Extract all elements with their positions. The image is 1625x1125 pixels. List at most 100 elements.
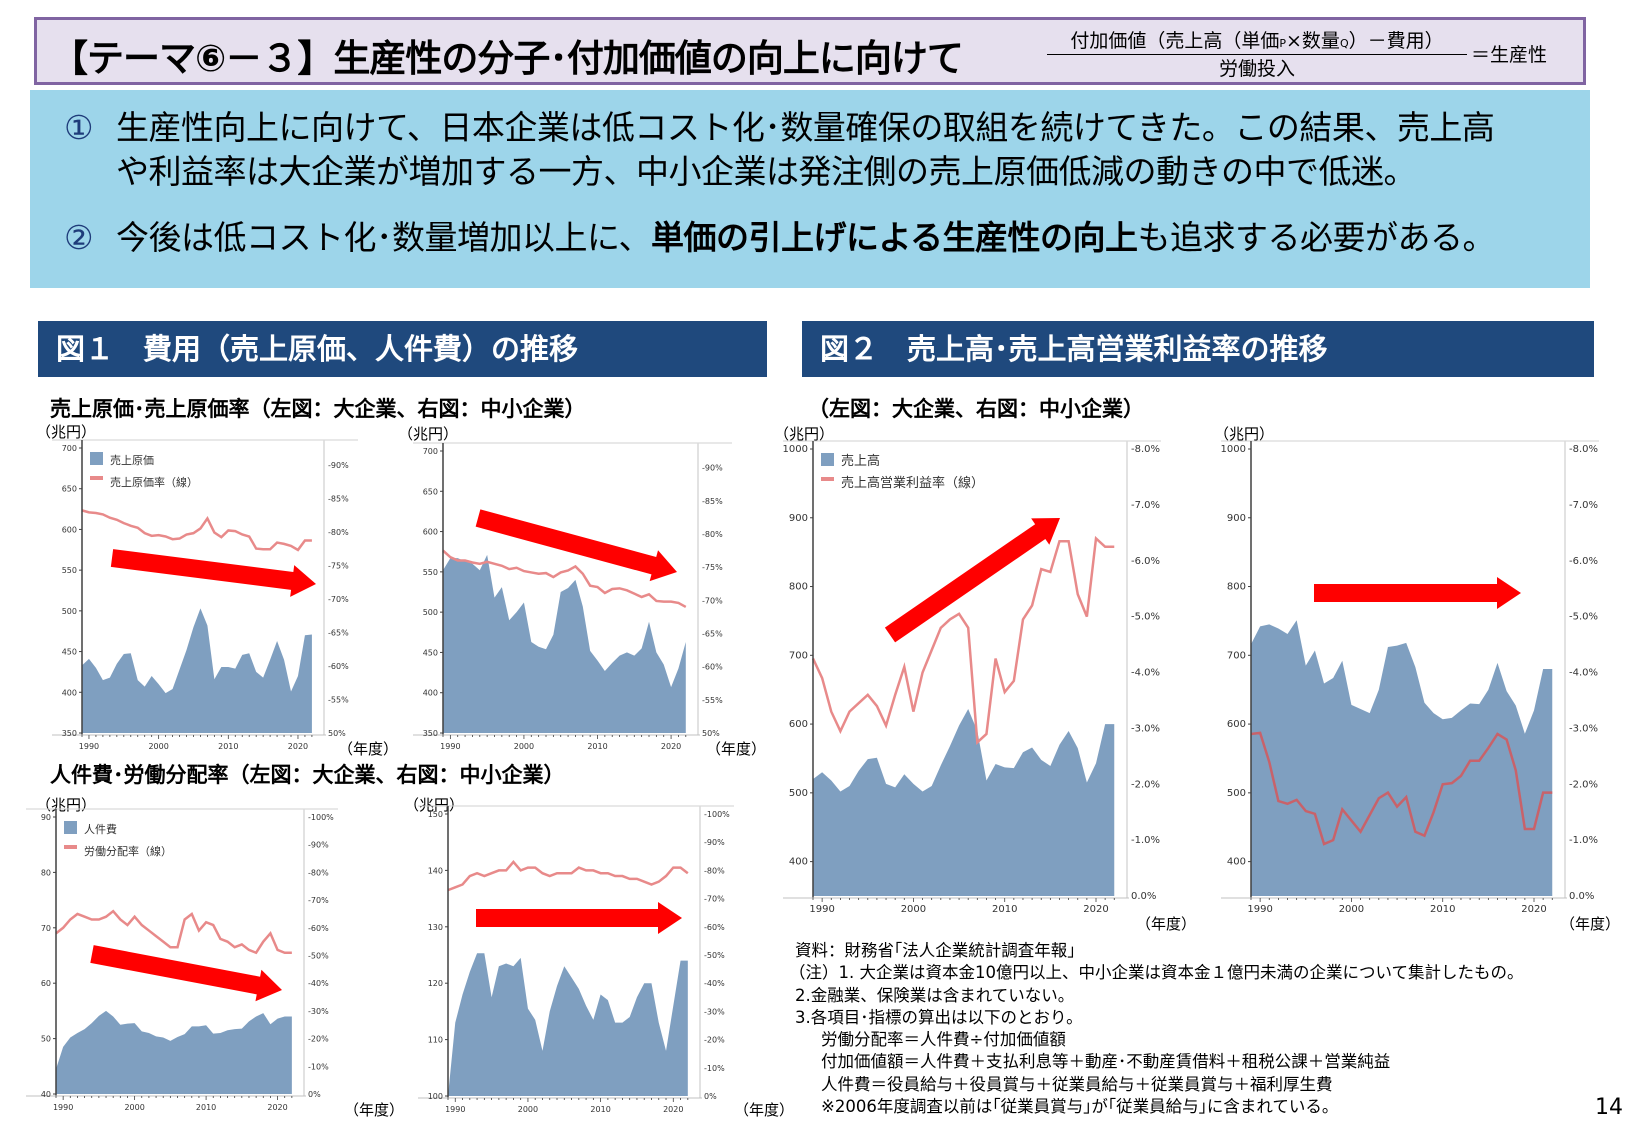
svg-text:-90%: -90% (702, 464, 723, 473)
trend-arrow-icon (110, 549, 316, 597)
svg-text:-60%: -60% (328, 662, 349, 671)
svg-text:2000: 2000 (514, 742, 534, 751)
svg-text:2020: 2020 (1521, 904, 1546, 915)
svg-text:-8.0%: -8.0% (1131, 444, 1160, 455)
circled-number-2: ② (64, 218, 94, 257)
note-1: （注）1. 大企業は資本金10億円以上、中小企業は資本金１億円未満の企業について… (789, 963, 1524, 983)
svg-text:-85%: -85% (328, 494, 349, 503)
svg-text:700: 700 (62, 444, 77, 453)
svg-text:2000: 2000 (148, 742, 168, 751)
svg-text:50%: 50% (328, 729, 346, 738)
svg-text:130: 130 (428, 923, 443, 932)
svg-text:-85%: -85% (702, 497, 723, 506)
svg-text:-4.0%: -4.0% (1131, 668, 1160, 679)
svg-text:400: 400 (62, 688, 77, 697)
svg-text:-80%: -80% (328, 528, 349, 537)
svg-text:-70%: -70% (702, 596, 723, 605)
svg-text:500: 500 (789, 788, 808, 799)
svg-text:600: 600 (1227, 719, 1246, 730)
svg-text:1990: 1990 (1247, 904, 1272, 915)
svg-text:-5.0%: -5.0% (1131, 612, 1160, 623)
definition-labor-cost: 人件費＝役員給与＋役員賞与＋従業員給与＋従業員賞与＋福利厚生費 (821, 1074, 1333, 1094)
formula-result: ＝生産性 (1471, 44, 1548, 66)
summary-point-2-emphasis: 単価の引上げによる生産性の向上 (651, 218, 1138, 257)
svg-text:40: 40 (41, 1090, 51, 1099)
svg-text:-100%: -100% (704, 810, 730, 819)
svg-text:-65%: -65% (702, 629, 723, 638)
svg-text:650: 650 (62, 485, 77, 494)
svg-text:-60%: -60% (704, 923, 725, 932)
svg-text:1990: 1990 (445, 1105, 465, 1114)
unit-label: （兆円） (404, 796, 465, 814)
svg-text:売上原価: 売上原価 (110, 454, 154, 467)
svg-text:-65%: -65% (328, 628, 349, 637)
svg-text:-10%: -10% (308, 1062, 329, 1071)
svg-text:-1.0%: -1.0% (1569, 835, 1598, 846)
formula-numerator-text-a: 付加価値（売上高（単価 (1070, 30, 1280, 52)
unit-label: （兆円） (774, 425, 835, 443)
definition-value-added: 付加価値額＝人件費＋支払利息等＋動産･不動産賃借料＋租税公課＋営業純益 (821, 1052, 1391, 1072)
svg-text:1000: 1000 (1221, 444, 1246, 455)
svg-text:2010: 2010 (196, 1103, 216, 1112)
svg-text:-100%: -100% (308, 813, 334, 822)
svg-text:1000: 1000 (783, 444, 808, 455)
figure-2-subtitle: （左図：大企業、右図：中小企業） (808, 397, 1144, 421)
year-axis-label: （年度） (338, 740, 399, 758)
summary-point-1-line-2: や利益率は大企業が増加する一方、中小企業は発注側の売上原価低減の動きの中で低迷。 (116, 152, 1417, 191)
formula-numerator: 付加価値（売上高（単価P×数量Q）－費用） (1047, 26, 1467, 55)
productivity-formula: 付加価値（売上高（単価P×数量Q）－費用） 労働投入 ＝生産性 (1047, 26, 1567, 82)
source-notes: 資料：財務省｢法人企業統計調査年報｣ （注）1. 大企業は資本金10億円以上、中… (789, 940, 1524, 1118)
year-axis-label: （年度） (734, 1101, 795, 1119)
trend-arrow-icon (884, 518, 1060, 643)
summary-point-1-line-1: ① 生産性向上に向けて、日本企業は低コスト化･数量確保の取組を続けてきた。この結果… (64, 106, 1495, 150)
svg-text:350: 350 (62, 729, 77, 738)
svg-text:2010: 2010 (992, 904, 1017, 915)
svg-text:-75%: -75% (702, 563, 723, 572)
svg-text:2020: 2020 (267, 1103, 287, 1112)
svg-text:-7.0%: -7.0% (1569, 500, 1598, 511)
svg-text:50%: 50% (702, 729, 720, 738)
page-title: 【テーマ⑥－３】生産性の分子･付加価値の向上に向けて (51, 37, 964, 80)
svg-text:-2.0%: -2.0% (1131, 779, 1160, 790)
svg-text:400: 400 (1227, 857, 1246, 868)
svg-text:売上高営業利益率（線）: 売上高営業利益率（線） (841, 475, 984, 491)
svg-text:700: 700 (789, 650, 808, 661)
svg-text:80: 80 (41, 868, 51, 877)
svg-text:500: 500 (1227, 788, 1246, 799)
svg-text:800: 800 (1227, 582, 1246, 593)
year-axis-label: （年度） (344, 1101, 405, 1119)
circled-number-1: ① (64, 108, 94, 147)
svg-text:1990: 1990 (79, 742, 99, 751)
svg-text:50: 50 (41, 1035, 51, 1044)
svg-text:650: 650 (423, 487, 438, 496)
svg-text:140: 140 (428, 866, 443, 875)
svg-text:売上原価率（線）: 売上原価率（線） (110, 475, 198, 489)
svg-text:労働分配率（線）: 労働分配率（線） (84, 844, 172, 858)
svg-text:-60%: -60% (308, 924, 329, 933)
formula-q: Q (1339, 37, 1349, 50)
svg-text:-6.0%: -6.0% (1569, 556, 1598, 567)
svg-text:-30%: -30% (704, 1007, 725, 1016)
trend-arrow-icon (476, 902, 682, 934)
svg-text:2000: 2000 (1339, 904, 1364, 915)
svg-text:350: 350 (423, 729, 438, 738)
figure-1-subtitle-cost-of-sales: 売上原価･売上原価率（左図：大企業、右図：中小企業） (50, 397, 586, 421)
figure-2-header: 図２ 売上高･売上高営業利益率の推移 (802, 321, 1594, 377)
svg-text:-20%: -20% (704, 1036, 725, 1045)
formula-numerator-text-b: ）－費用） (1348, 30, 1444, 52)
svg-text:0.0%: 0.0% (1569, 891, 1594, 902)
svg-text:-10%: -10% (704, 1064, 725, 1073)
svg-text:-20%: -20% (308, 1035, 329, 1044)
svg-text:100: 100 (428, 1092, 443, 1101)
svg-text:-30%: -30% (308, 1007, 329, 1016)
svg-text:-55%: -55% (702, 696, 723, 705)
trend-arrow-icon (1314, 577, 1521, 609)
definition-footnote: ※2006年度調査以前は｢従業員賞与｣が｢従業員給与｣に含まれている。 (821, 1097, 1339, 1117)
figure-1-header: 図１ 費用（売上原価、人件費）の推移 (38, 321, 767, 377)
unit-label: （兆円） (1214, 425, 1275, 443)
svg-text:-70%: -70% (704, 895, 725, 904)
svg-text:2000: 2000 (124, 1103, 144, 1112)
svg-text:550: 550 (62, 566, 77, 575)
svg-text:600: 600 (423, 528, 438, 537)
svg-text:-80%: -80% (702, 530, 723, 539)
